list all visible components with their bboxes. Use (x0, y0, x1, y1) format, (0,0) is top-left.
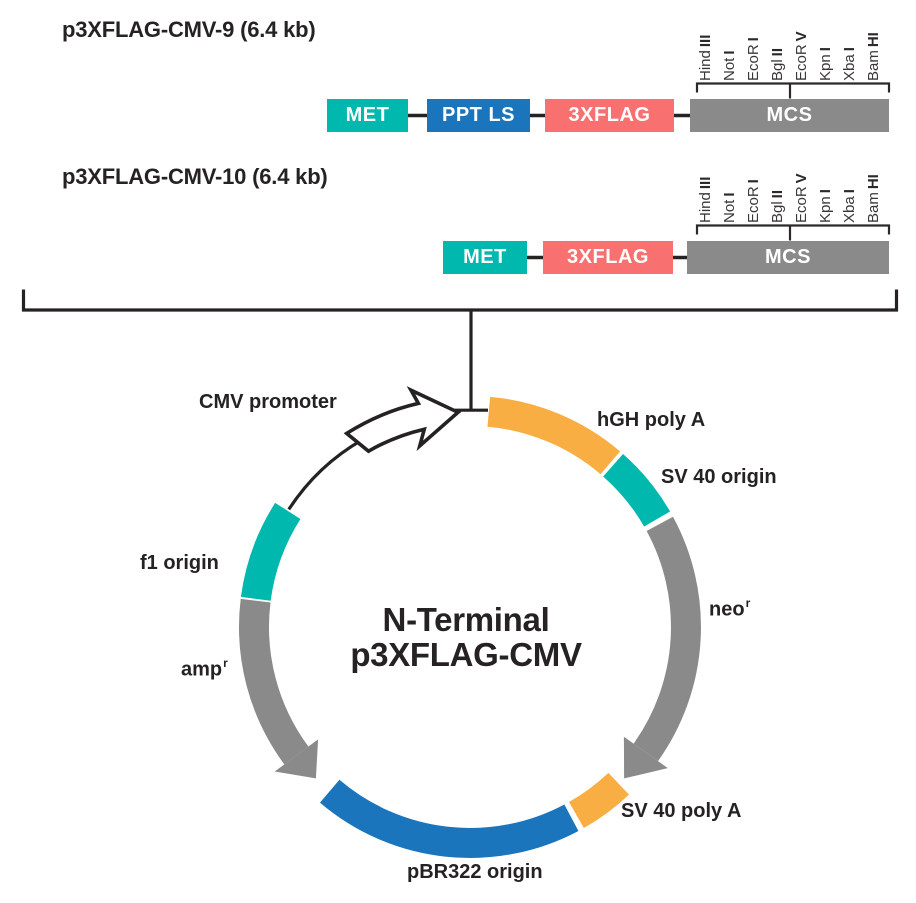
mcs-bracket-cmv10 (695, 224, 891, 241)
restriction-site-label-bam-hi: BamHI (865, 173, 882, 223)
cmv-promoter-arrow (343, 386, 462, 454)
pbr322-origin-label: pBR322 origin (407, 861, 543, 883)
plasmid-name-line2: p3XFLAG-CMV (350, 635, 582, 673)
3xflag-box-cmv9: 3XFLAG (545, 99, 674, 132)
plasmid-segment-amp-r (239, 598, 309, 765)
restriction-site-label-kpn-i: KpnI (817, 46, 834, 81)
restriction-site-label-ecor-v: EcoRV (793, 172, 810, 223)
hgh-poly-a-label: hGH poly A (597, 409, 706, 431)
mcs-box-cmv9: MCS (690, 99, 889, 132)
construct-cmv10-title: p3XFLAG-CMV-10 (6.4 kb) (62, 164, 328, 189)
mcs-bracket-cmv9 (695, 82, 891, 99)
restriction-site-label-xba-i: XbaI (841, 46, 858, 81)
arrowhead-amp-r (274, 739, 319, 779)
restriction-site-label-xba-i: XbaI (841, 188, 858, 223)
amp-resistance-label: ampr (181, 656, 228, 681)
top-bracket (21, 289, 899, 312)
cmv-promoter-label: CMV promoter (199, 391, 337, 413)
neo-resistance-label: neor (709, 596, 751, 621)
3xflag-box-cmv10: 3XFLAG (543, 241, 673, 274)
restriction-site-label-hind-iii: HindIII (697, 176, 714, 223)
restriction-site-label-kpn-i: KpnI (817, 188, 834, 223)
sv40-origin-label: SV 40 origin (661, 466, 777, 488)
restriction-site-label-ecor-i: EcoRI (745, 36, 762, 81)
sv40-poly-a-label: SV 40 poly A (621, 800, 742, 822)
restriction-site-label-hind-iii: HindIII (697, 34, 714, 81)
restriction-site-label-bam-hi: BamHI (865, 31, 882, 81)
plasmid-name-line1: N-Terminal (382, 601, 550, 638)
plasmid-segment-neo-r (633, 516, 701, 762)
met-box-cmv9: MET (327, 99, 408, 132)
restriction-site-label-not-i: NotI (721, 49, 738, 81)
plasmid-ring (239, 396, 701, 858)
arrowhead-neo-r (623, 736, 668, 779)
restriction-site-label-bgl-ii: BglII (769, 47, 786, 81)
mcs-box-cmv10: MCS (687, 241, 889, 274)
f1-origin-label: f1 origin (140, 552, 219, 574)
plasmid-segment-pbr322-origin (319, 779, 579, 858)
plasmid-segment-hgh-poly-a (487, 396, 621, 475)
restriction-site-label-not-i: NotI (721, 191, 738, 223)
plasmid-name: N-Terminal p3XFLAG-CMV (310, 601, 622, 673)
plasmid-segment-f1-origin (240, 502, 301, 602)
restriction-site-label-ecor-i: EcoRI (745, 178, 762, 223)
restriction-site-label-ecor-v: EcoRV (793, 30, 810, 81)
plasmid-segment-sv-40-poly-a (568, 772, 630, 829)
met-box-cmv10: MET (443, 241, 527, 274)
restriction-site-label-bgl-ii: BglII (769, 189, 786, 223)
ppt-ls-box-cmv9: PPT LS (427, 99, 530, 132)
construct-cmv9-title: p3XFLAG-CMV-9 (6.4 kb) (62, 17, 316, 42)
plasmid-segment-sv-40-origin (602, 453, 671, 527)
